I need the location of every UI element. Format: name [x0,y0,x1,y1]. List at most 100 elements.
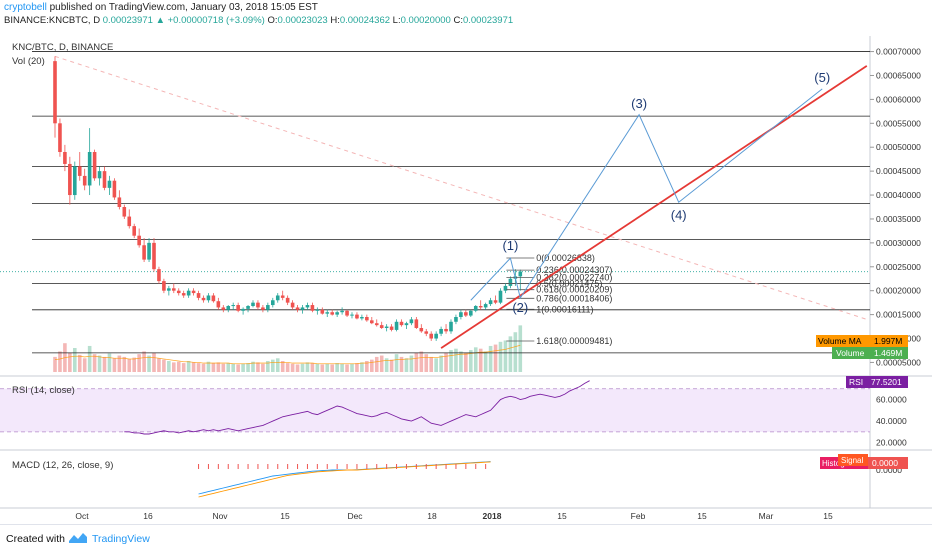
volume-bar [399,356,404,372]
volume-bar [478,348,483,372]
candle-body [162,281,166,291]
close-value: 0.00023971 [462,15,514,26]
candle-body [261,307,265,310]
candle-body [295,307,300,310]
candle-body [256,302,260,308]
candle-body [379,325,384,328]
volume-bar [310,363,315,372]
volume-bar [295,364,300,372]
candle-body [127,216,132,227]
volume-bar [305,362,310,372]
volume-bar [374,356,379,372]
candle-body [429,333,433,339]
volume-bar [127,358,132,372]
candle-body [87,152,92,186]
wave-label: (2) [512,300,528,315]
rsi-tick-label: 40.0000 [876,416,907,426]
volume-bar [53,356,57,372]
tradingview-link[interactable]: TradingView [92,533,150,545]
fib-level-label: 1(0.00016111) [536,304,593,314]
candle-body [285,297,290,303]
open-value: 0.00023023 [277,15,328,26]
candle-body [478,306,483,308]
candle-body [112,180,117,198]
x-tick-label: 16 [143,511,153,521]
volume-bar [434,358,438,372]
x-tick-label: 2018 [483,511,502,521]
volume-bar [493,344,498,372]
volume-bar [122,356,127,372]
volume-bar [73,348,77,372]
candle-body [102,171,107,188]
volume-bar [271,359,275,372]
candle-body [503,285,508,291]
candle-body [370,320,374,324]
candle-body [53,61,57,124]
candle-body [300,307,305,310]
candle-body [325,312,330,314]
volume-bar [360,362,364,372]
candle-body [335,312,339,315]
y-tick-label: 0.00065000 [876,70,921,80]
volume-bar [172,362,176,372]
candle-body [394,321,399,330]
candle-body [459,312,463,317]
volume-bar [335,363,339,372]
author-link[interactable]: cryptobell [4,2,47,13]
volume-bar [82,358,87,372]
volume-ma-value-tag [872,335,908,347]
volume-value-tag [872,347,908,359]
rsi-line [124,380,590,435]
volume-bar [261,363,265,372]
volume-bar [107,353,112,372]
low-label: L: [392,15,401,26]
candle-body [473,306,478,311]
high-value: 0.00024362 [339,15,391,26]
x-tick-label: 15 [557,511,567,521]
candle-body [236,305,240,311]
price-chart[interactable]: 0(0.00026838) 0.236(0.00024307)0.382(0.00… [0,0,932,524]
volume-bar [325,363,330,372]
candle-body [186,290,191,296]
candle-body [221,307,226,310]
x-tick-label: Oct [75,511,89,521]
volume-bar [473,347,478,372]
volume-bar [97,355,102,372]
open-label: O: [267,15,278,26]
candle-body [444,328,448,332]
volume-bar [449,350,453,372]
candle-body [176,290,181,294]
candle-body [68,163,72,196]
symbol-line: BINANCE:KNCBTC, D [4,15,101,26]
volume-bar [87,345,92,372]
volume-tag [832,347,872,359]
candle-body [241,308,245,311]
volume-bar [191,362,196,372]
close-label: C: [453,15,463,26]
volume-bar [157,358,161,372]
low-value: 0.00020000 [400,15,451,26]
candle-body [424,331,429,334]
volume-bar [355,363,359,372]
volume-bar [513,332,518,372]
candle-body [246,306,250,309]
candle-body [122,207,127,217]
volume-bar [365,361,369,372]
candle-body [181,293,186,296]
volume-bar [176,361,181,372]
y-tick-label: 0.00020000 [876,286,921,296]
y-tick-label: 0.00035000 [876,214,921,224]
volume-bar [231,363,235,372]
volume-bar [147,355,151,372]
candle-body [340,310,344,313]
red-trendline [440,65,868,349]
volume-bar [409,355,414,372]
rsi-value-tag [868,376,908,388]
y-tick-label: 0.00045000 [876,166,921,176]
candle-body [389,326,394,330]
candle-body [82,175,87,186]
volume-bar [251,361,255,372]
candle-body [498,290,503,303]
y-tick-label: 0.00030000 [876,238,921,248]
